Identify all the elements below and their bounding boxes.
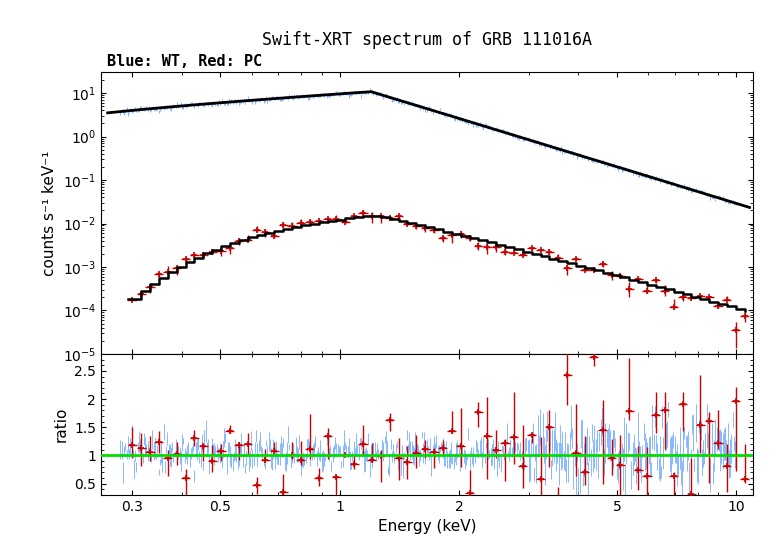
X-axis label: Energy (keV): Energy (keV) <box>378 519 476 534</box>
Y-axis label: counts s⁻¹ keV⁻¹: counts s⁻¹ keV⁻¹ <box>42 151 57 276</box>
Text: Blue: WT, Red: PC: Blue: WT, Red: PC <box>107 54 262 70</box>
Y-axis label: ratio: ratio <box>54 407 68 442</box>
Text: Swift-XRT spectrum of GRB 111016A: Swift-XRT spectrum of GRB 111016A <box>262 31 592 48</box>
